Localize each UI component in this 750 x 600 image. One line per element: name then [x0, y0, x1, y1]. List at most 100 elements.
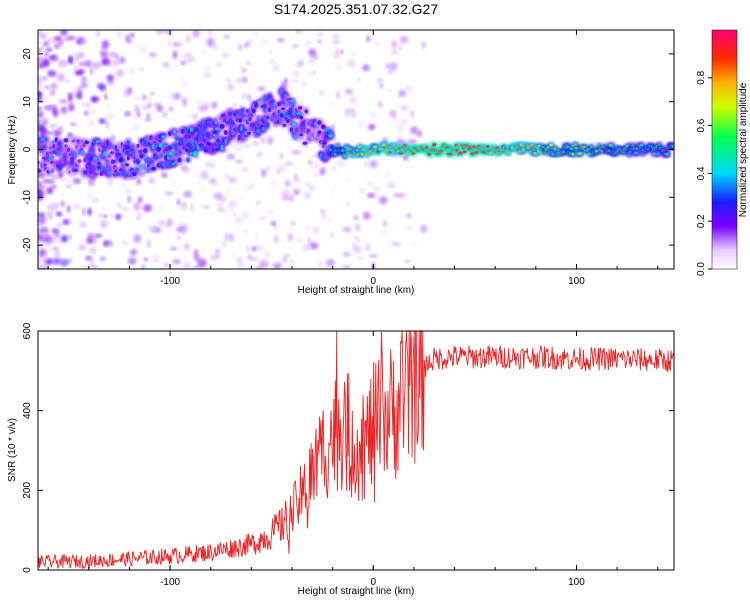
heatmap-speckle — [366, 35, 371, 43]
heatmap-speckle — [51, 229, 59, 233]
heatmap-speckle — [107, 240, 113, 247]
heatmap-speckle — [385, 172, 389, 178]
heatmap-speckle — [268, 59, 275, 63]
heatmap-speckle — [38, 62, 43, 70]
heatmap-speckle — [186, 61, 190, 66]
heatmap-speckle — [346, 107, 354, 114]
heatmap-ridge-core — [297, 106, 303, 110]
heatmap-speckle — [162, 62, 169, 69]
heatmap-speckle — [99, 85, 106, 92]
heatmap-speckle — [54, 249, 60, 259]
heatmap-speckle — [227, 82, 233, 92]
heatmap-speckle — [202, 72, 212, 79]
heatmap-speckle — [307, 155, 315, 159]
heatmap-speckle — [351, 242, 357, 249]
heatmap-ridge-core — [265, 122, 270, 128]
heatmap-speckle — [143, 204, 152, 213]
heatmap-speckle — [358, 119, 365, 127]
heatmap-speckle — [53, 129, 62, 137]
heatmap-speckle — [49, 55, 55, 60]
heatmap-speckle — [331, 186, 335, 195]
heatmap-speckle — [400, 118, 409, 126]
heatmap-speckle — [307, 159, 312, 165]
heatmap-speckle — [335, 48, 341, 55]
heatmap-speckle — [386, 179, 394, 184]
y-tick-label: 0 — [22, 146, 33, 152]
heatmap-speckle — [336, 91, 340, 100]
heatmap-speckle — [308, 185, 316, 191]
heatmap-speckle — [326, 258, 335, 267]
heatmap-speckle — [342, 264, 351, 269]
heatmap-speckle — [139, 46, 147, 54]
heatmap-speckle — [106, 114, 114, 119]
heatmap-speckle — [123, 87, 132, 97]
heatmap-speckle — [242, 211, 249, 219]
heatmap-speckle — [111, 134, 115, 143]
heatmap-speckle — [119, 56, 126, 64]
heatmap-speckle — [51, 174, 59, 180]
heatmap-speckle — [214, 251, 220, 260]
heatmap-speckle — [109, 213, 117, 218]
snr-y-axis-label: SNR (10 * v/v) — [7, 418, 18, 482]
heatmap-speckle — [320, 208, 325, 214]
heatmap-speckle — [181, 201, 187, 211]
heatmap-speckle — [38, 200, 44, 205]
heatmap-speckle — [197, 258, 207, 267]
heatmap-speckle — [208, 30, 214, 37]
heatmap-ridge-core — [282, 123, 287, 127]
heatmap-speckle — [389, 109, 397, 118]
heatmap-ridge-core — [571, 152, 576, 156]
heatmap-speckle — [142, 94, 147, 101]
heatmap-ridge-core — [84, 140, 90, 145]
heatmap-speckle — [61, 235, 68, 243]
heatmap-ridge-core — [214, 120, 218, 125]
snr-x-axis-label: Height of straight line (km) — [298, 586, 415, 597]
heatmap-ridge-core — [134, 167, 139, 173]
heatmap-speckle — [332, 167, 337, 170]
heatmap-speckle — [240, 167, 249, 173]
snr-x-axis: -100 0 100 — [47, 331, 659, 588]
heatmap-speckle — [44, 117, 51, 121]
heatmap-speckle — [59, 99, 68, 104]
snr-frame — [37, 330, 675, 571]
heatmap-ridge-core — [219, 123, 225, 129]
heatmap-speckle — [116, 30, 124, 39]
heatmap-speckle — [90, 257, 94, 266]
heatmap-speckle — [47, 203, 54, 212]
heatmap-speckle — [251, 30, 259, 37]
heatmap-ridge-core — [459, 151, 464, 155]
heatmap-speckle — [223, 172, 229, 180]
heatmap-speckle — [130, 249, 137, 256]
heatmap-ridge-core — [125, 163, 129, 167]
heatmap-speckle — [222, 207, 227, 213]
heatmap-speckle — [410, 110, 415, 118]
heatmap-speckle — [291, 79, 299, 83]
heatmap-ridge-core — [106, 170, 111, 176]
heatmap-speckle — [80, 101, 87, 108]
heatmap-speckle — [147, 103, 151, 109]
heatmap-speckle — [99, 256, 106, 262]
heatmap-speckle — [95, 30, 101, 38]
heatmap-speckle — [388, 89, 392, 93]
heatmap-speckle — [44, 248, 52, 254]
heatmap-speckle — [54, 35, 62, 42]
heatmap-speckle — [313, 173, 318, 177]
heatmap-ridge-core — [317, 130, 322, 135]
heatmap-ridge-core — [93, 156, 98, 161]
heatmap-speckle — [180, 78, 189, 88]
heatmap-ridge-core — [192, 145, 197, 151]
heatmap-speckle — [403, 156, 409, 161]
heatmap-speckle — [68, 234, 72, 240]
heatmap-speckle — [390, 62, 398, 71]
heatmap-ridge-core — [317, 120, 322, 126]
heatmap-speckle — [345, 88, 353, 95]
heatmap-ridge-core — [360, 152, 365, 156]
heatmap-speckle — [60, 178, 66, 182]
heatmap-ridge-core — [183, 127, 188, 132]
heatmap-speckle — [342, 252, 351, 257]
heatmap-speckle — [305, 40, 311, 47]
heatmap-speckle — [161, 173, 168, 178]
heatmap-ridge-core — [161, 135, 166, 139]
heatmap-speckle — [377, 80, 385, 85]
heatmap-speckle — [38, 92, 44, 100]
